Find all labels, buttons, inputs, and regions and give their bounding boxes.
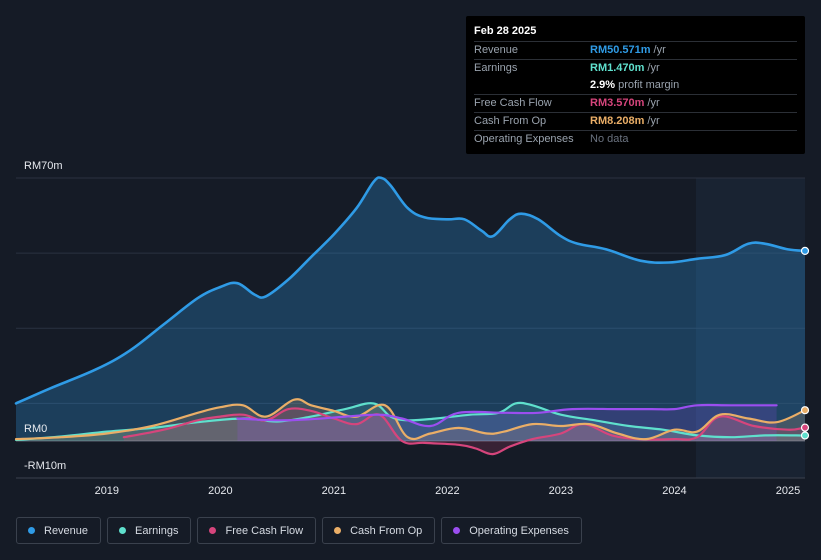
endpoint-free-cash-flow <box>800 423 810 432</box>
tooltip-value: RM3.570m <box>590 97 645 109</box>
legend-item-cash-from-op[interactable]: Cash From Op <box>322 517 436 544</box>
legend-label: Free Cash Flow <box>225 524 304 537</box>
line-operating-expenses <box>236 403 778 428</box>
legend-dot-icon <box>453 527 461 534</box>
tooltip-label: Free Cash Flow <box>474 97 552 109</box>
tooltip-value: RM8.208m <box>590 115 645 127</box>
legend-dot-icon <box>119 527 127 534</box>
tooltip-row-margin: 2.9% profit margin <box>474 77 797 94</box>
tooltip-row-earnings: Earnings RM1.470m /yr <box>474 59 797 77</box>
tooltip-value: RM50.571m <box>590 44 651 56</box>
tooltip-unit: /yr <box>647 62 660 74</box>
series-endpoints <box>800 246 810 440</box>
tooltip-value: 2.9% <box>590 79 616 91</box>
x-tick-label: 2022 <box>435 485 460 497</box>
x-tick-label: 2024 <box>662 485 687 497</box>
tooltip-unit: /yr <box>647 115 660 127</box>
tooltip-date: Feb 28 2025 <box>474 25 537 37</box>
legend-label: Revenue <box>44 524 89 537</box>
tooltip-row-cfo: Cash From Op RM8.208m /yr <box>474 112 797 130</box>
grid <box>16 177 805 479</box>
tooltip-label: Earnings <box>474 62 518 74</box>
y-label-zero: RM0 <box>24 423 48 435</box>
endpoint-earnings <box>800 431 810 440</box>
legend-label: Cash From Op <box>350 524 423 537</box>
line-revenue <box>14 176 807 405</box>
tooltip-label: Cash From Op <box>474 115 547 127</box>
endpoint-revenue <box>800 246 810 255</box>
tooltip-row-revenue: Revenue RM50.571m /yr <box>474 41 797 59</box>
tooltip-row-fcf: Free Cash Flow RM3.570m /yr <box>474 94 797 112</box>
area-operating-expenses <box>237 404 777 441</box>
legend-dot-icon <box>28 527 35 534</box>
x-tick-label: 2025 <box>775 485 801 497</box>
legend-item-earnings[interactable]: Earnings <box>107 517 192 544</box>
legend-label: Operating Expenses <box>469 524 569 537</box>
y-label-min: -RM10m <box>24 460 67 472</box>
y-label-max: RM70m <box>24 160 63 172</box>
line-earnings <box>14 401 807 441</box>
series-lines <box>14 176 807 456</box>
tooltip-label: Revenue <box>474 44 519 56</box>
x-tick-label: 2021 <box>321 485 347 497</box>
legend-item-operating-expenses[interactable]: Operating Expenses <box>441 517 582 544</box>
tooltip-unit: /yr <box>647 97 660 109</box>
x-tick-label: 2019 <box>94 485 120 497</box>
legend: Revenue Earnings Free Cash Flow Cash Fro… <box>16 517 582 544</box>
data-tooltip: Feb 28 2025 Revenue RM50.571m /yr Earnin… <box>466 16 805 154</box>
tooltip-row-opex: Operating Expenses No data <box>474 130 797 148</box>
legend-dot-icon <box>334 527 342 534</box>
line-free-cash-flow <box>122 407 807 456</box>
tooltip-value: RM1.470m <box>590 62 645 74</box>
series-areas <box>16 177 806 455</box>
tooltip-label <box>474 77 590 94</box>
line-cash-from-op <box>14 398 807 441</box>
area-revenue <box>16 177 805 441</box>
tooltip-value: No data <box>590 133 629 145</box>
legend-item-revenue[interactable]: Revenue <box>16 517 102 544</box>
x-tick-label: 2020 <box>208 485 233 497</box>
legend-dot-icon <box>209 527 217 534</box>
legend-item-free-cash-flow[interactable]: Free Cash Flow <box>197 517 317 544</box>
endpoint-cash-from-op <box>800 406 810 415</box>
legend-label: Earnings <box>135 524 179 537</box>
tooltip-unit: /yr <box>653 44 666 56</box>
x-tick-label: 2023 <box>548 485 574 497</box>
tooltip-label: Operating Expenses <box>474 133 574 145</box>
tooltip-unit: profit margin <box>618 79 680 91</box>
